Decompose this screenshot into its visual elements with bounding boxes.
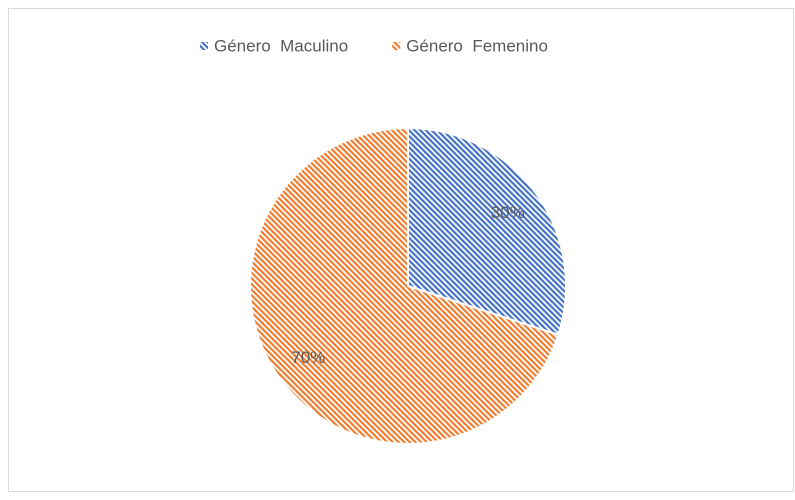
pie-slice <box>407 126 567 337</box>
legend-label: Género Femenino <box>406 36 548 55</box>
data-label: 70% <box>291 348 325 367</box>
data-label: 30% <box>491 203 525 222</box>
legend-label: Género Maculino <box>214 36 348 55</box>
pie-slice <box>249 126 560 445</box>
legend-marker <box>392 42 401 50</box>
legend-marker <box>200 42 208 50</box>
